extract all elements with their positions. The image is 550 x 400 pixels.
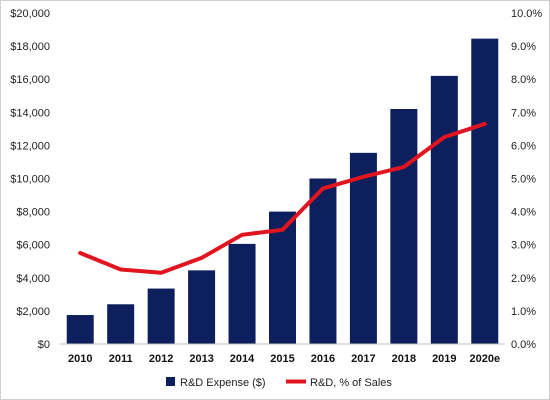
x-axis-category-label: 2020e (469, 353, 500, 365)
x-axis-category-label: 2013 (189, 353, 213, 365)
bar (471, 38, 499, 345)
bar (309, 178, 337, 344)
category-labels: 2010 2011 2012 2013 2014 2015 2016 2017 2018 2019… (68, 353, 500, 365)
bar (349, 152, 377, 344)
right-axis-tick-label: 3.0% (511, 240, 536, 252)
legend-swatch-bar (166, 377, 175, 386)
left-axis-tick-label: $6,000 (16, 240, 50, 252)
x-axis-category-label: 2019 (432, 353, 456, 365)
legend-label-bar: R&D Expense ($) (180, 377, 266, 389)
bar (147, 288, 175, 344)
left-axis-tick-label: $10,000 (10, 174, 50, 186)
right-axis-tick-label: 2.0% (511, 273, 536, 285)
legend: R&D Expense ($) R&D, % of Sales (166, 377, 392, 389)
x-axis-category-label: 2017 (351, 353, 375, 365)
bar-series (66, 38, 499, 345)
legend-label-line: R&D, % of Sales (310, 377, 392, 389)
bar (228, 243, 256, 344)
right-axis-tick-label: 1.0% (511, 306, 536, 318)
right-axis-tick-label: 5.0% (511, 174, 536, 186)
bar (107, 304, 135, 344)
bar (390, 108, 418, 345)
left-axis-tick-label: $14,000 (10, 107, 50, 119)
right-axis-tick-label: 7.0% (511, 107, 536, 119)
x-axis-category-label: 2015 (270, 353, 294, 365)
right-axis-tick-label: 6.0% (511, 140, 536, 152)
bar (430, 75, 458, 344)
left-axis-ticks: $0 $2,000 $4,000 $6,000 $8,000 $10,000 $12,000… (10, 8, 50, 351)
x-axis-category-label: 2012 (149, 353, 173, 365)
left-axis-tick-label: $16,000 (10, 74, 50, 86)
line-series (78, 121, 487, 275)
right-axis-tick-label: 10.0% (511, 8, 542, 20)
right-axis-tick-label: 9.0% (511, 41, 536, 53)
right-axis-tick-label: 0.0% (511, 339, 536, 351)
x-axis-category-label: 2016 (311, 353, 335, 365)
bar (188, 270, 216, 344)
x-axis-category-label: 2014 (230, 353, 255, 365)
right-axis-ticks: 0.0% 1.0% 2.0% 3.0% 4.0% 5.0% 6.0% 7.0% 8.0% 9.0%… (511, 8, 542, 351)
x-axis-category-label: 2018 (392, 353, 416, 365)
left-axis-tick-label: $8,000 (16, 207, 50, 219)
left-axis-tick-label: $12,000 (10, 140, 50, 152)
bar (269, 211, 296, 344)
x-axis-category-label: 2011 (109, 353, 133, 365)
right-axis-tick-label: 8.0% (511, 74, 536, 86)
left-axis-tick-label: $20,000 (10, 8, 50, 20)
left-axis-tick-label: $0 (38, 339, 50, 351)
left-axis-tick-label: $2,000 (16, 306, 50, 318)
right-axis-tick-label: 4.0% (511, 207, 536, 219)
x-axis-category-label: 2010 (68, 353, 92, 365)
bar (66, 315, 94, 344)
left-axis-tick-label: $18,000 (10, 41, 50, 53)
left-axis-tick-label: $4,000 (16, 273, 50, 285)
